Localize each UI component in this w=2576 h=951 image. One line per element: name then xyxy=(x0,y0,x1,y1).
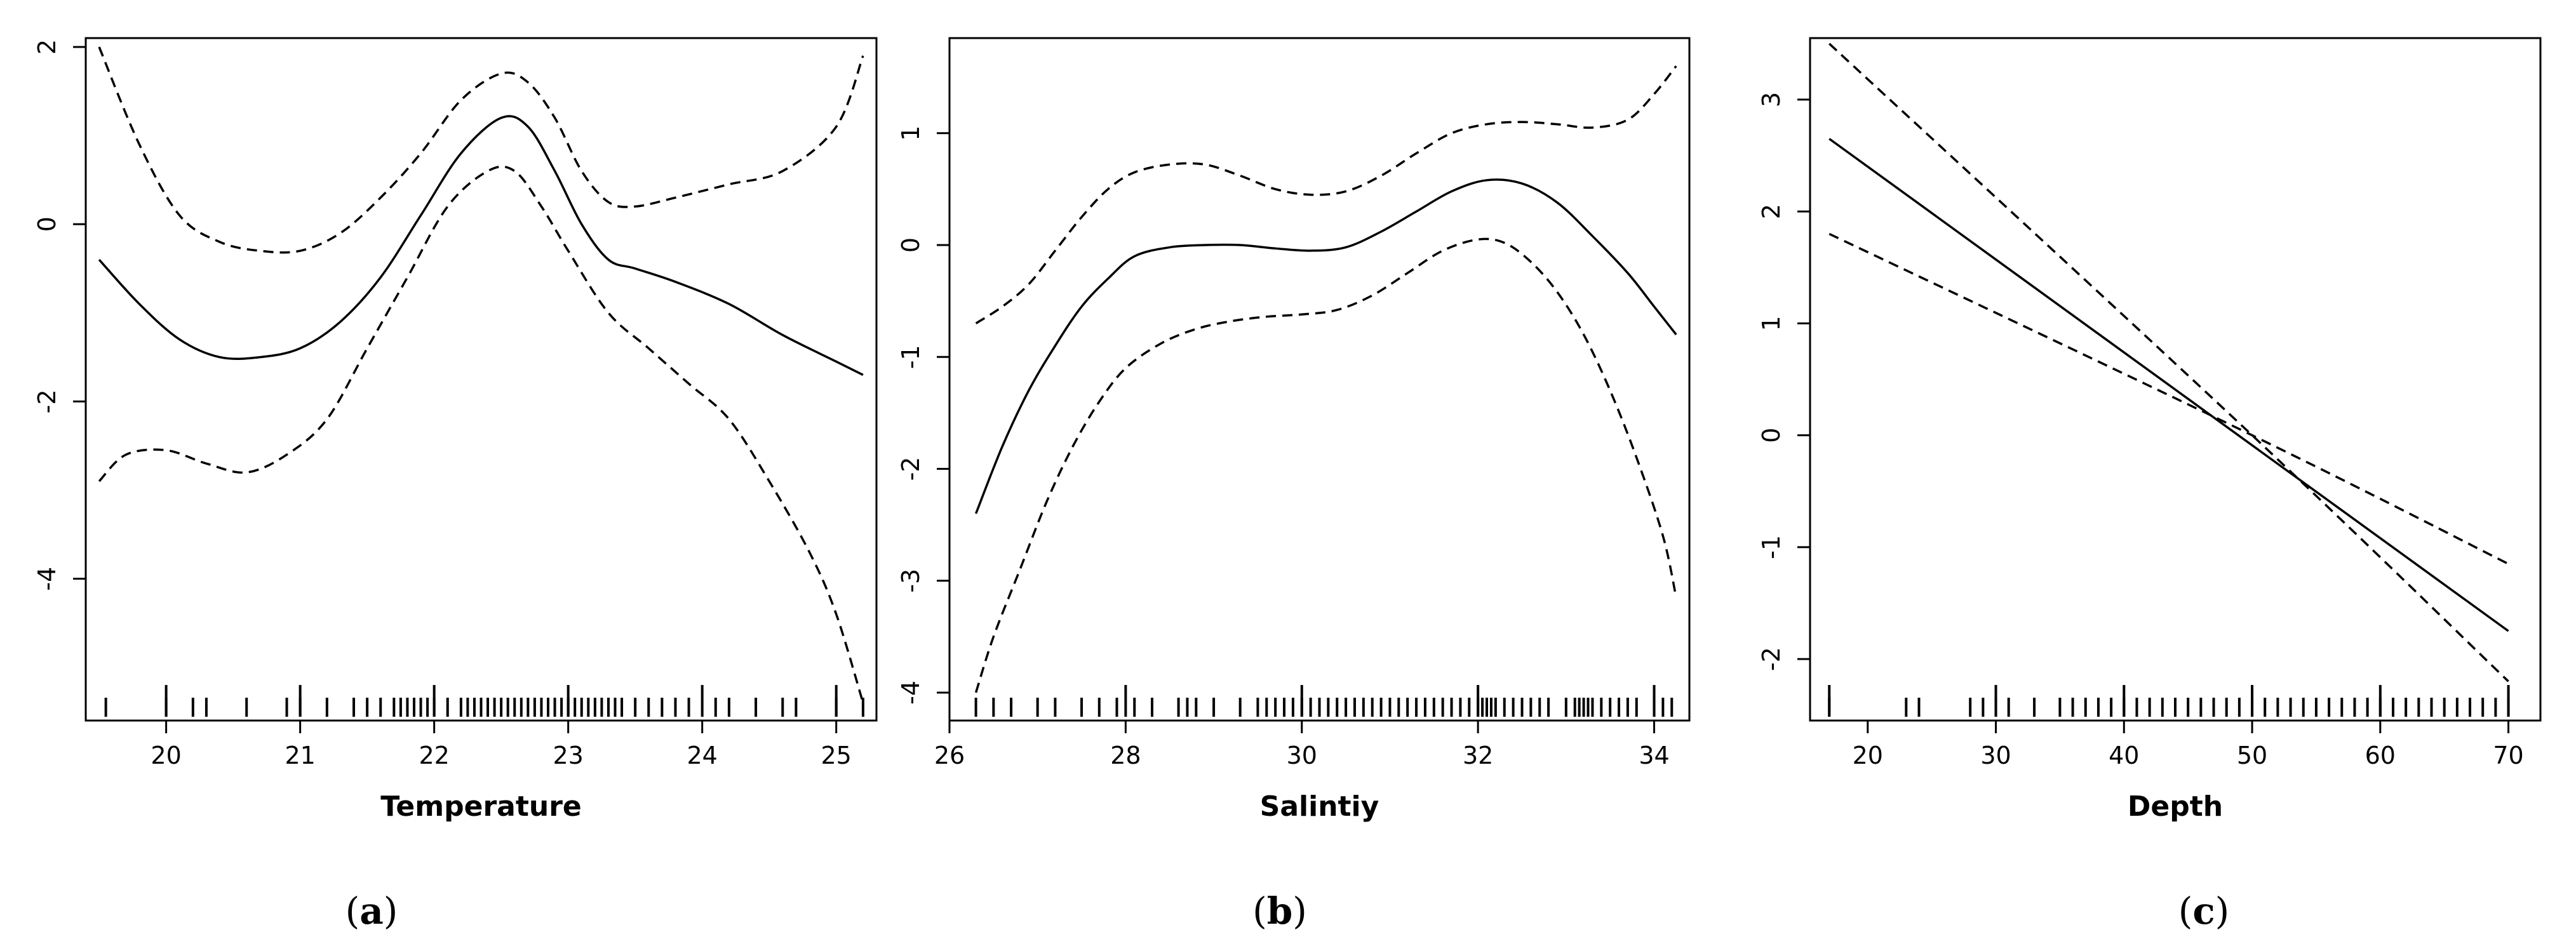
x-tick-label: 34 xyxy=(1639,742,1669,769)
y-tick-label: 1 xyxy=(1757,316,1785,331)
plot-frame xyxy=(948,37,1691,722)
y-tick-label: -3 xyxy=(897,569,925,593)
plot-frame xyxy=(1809,37,2542,722)
y-tick-label: 0 xyxy=(33,216,61,232)
y-tick-label: 1 xyxy=(897,126,925,141)
y-tick-label: -4 xyxy=(33,567,61,591)
confidence-band-curve xyxy=(98,165,864,703)
panel-c: 20 30 40 50 60 70 -2 -1 0 1 2 3 Depth (c) xyxy=(1757,37,2542,933)
plot-frame xyxy=(84,37,878,722)
panel-a: 20 21 22 23 24 25 -4 -2 0 2 Temperature (a) xyxy=(33,37,878,933)
y-tick-label: -4 xyxy=(897,681,925,705)
x-tick-label: 21 xyxy=(285,742,315,769)
y-tick-label: 0 xyxy=(897,237,925,253)
y-tick-label: 2 xyxy=(1757,204,1785,219)
x-axis-title: Salintiy xyxy=(1260,790,1379,823)
panel-caption: (a) xyxy=(345,889,398,933)
x-tick-label: 24 xyxy=(687,742,717,769)
x-tick-label: 30 xyxy=(1980,742,2011,769)
y-tick-label: -1 xyxy=(897,345,925,369)
x-tick-label: 70 xyxy=(2493,742,2523,769)
y-tick-label: -2 xyxy=(33,389,61,413)
x-tick-label: 20 xyxy=(1853,742,1883,769)
panel-caption: (c) xyxy=(2178,889,2230,933)
x-tick-label: 25 xyxy=(821,742,852,769)
confidence-band-curve xyxy=(975,65,1677,324)
y-tick-label: 3 xyxy=(1757,92,1785,107)
x-tick-label: 26 xyxy=(934,742,965,769)
x-tick-label: 30 xyxy=(1287,742,1317,769)
x-axis-title: Temperature xyxy=(380,790,582,823)
x-axis-title: Depth xyxy=(2128,790,2223,823)
x-tick-label: 40 xyxy=(2109,742,2139,769)
x-tick-label: 32 xyxy=(1463,742,1493,769)
y-tick-label: 0 xyxy=(1757,428,1785,443)
panel-b: 26 28 30 32 34 -4 -3 -2 -1 0 1 Salintiy (b) xyxy=(897,37,1691,933)
y-tick-label: -2 xyxy=(1757,647,1785,671)
fit-curve xyxy=(98,115,864,376)
x-tick-label: 20 xyxy=(151,742,181,769)
confidence-band-curve xyxy=(974,237,1677,693)
panel-caption: (b) xyxy=(1252,889,1307,933)
fit-curve xyxy=(1828,138,2509,632)
confidence-band-curve xyxy=(98,46,864,254)
y-tick-label: -1 xyxy=(1757,535,1785,559)
x-tick-label: 60 xyxy=(2365,742,2396,769)
fit-curve xyxy=(974,178,1677,514)
confidence-band-curve xyxy=(1828,43,2509,682)
x-tick-label: 23 xyxy=(553,742,583,769)
y-tick-label: 2 xyxy=(33,39,61,55)
x-tick-label: 28 xyxy=(1110,742,1141,769)
confidence-band-curve xyxy=(1828,232,2509,565)
y-tick-label: -2 xyxy=(897,457,925,481)
x-tick-label: 22 xyxy=(419,742,449,769)
x-tick-label: 50 xyxy=(2237,742,2267,769)
